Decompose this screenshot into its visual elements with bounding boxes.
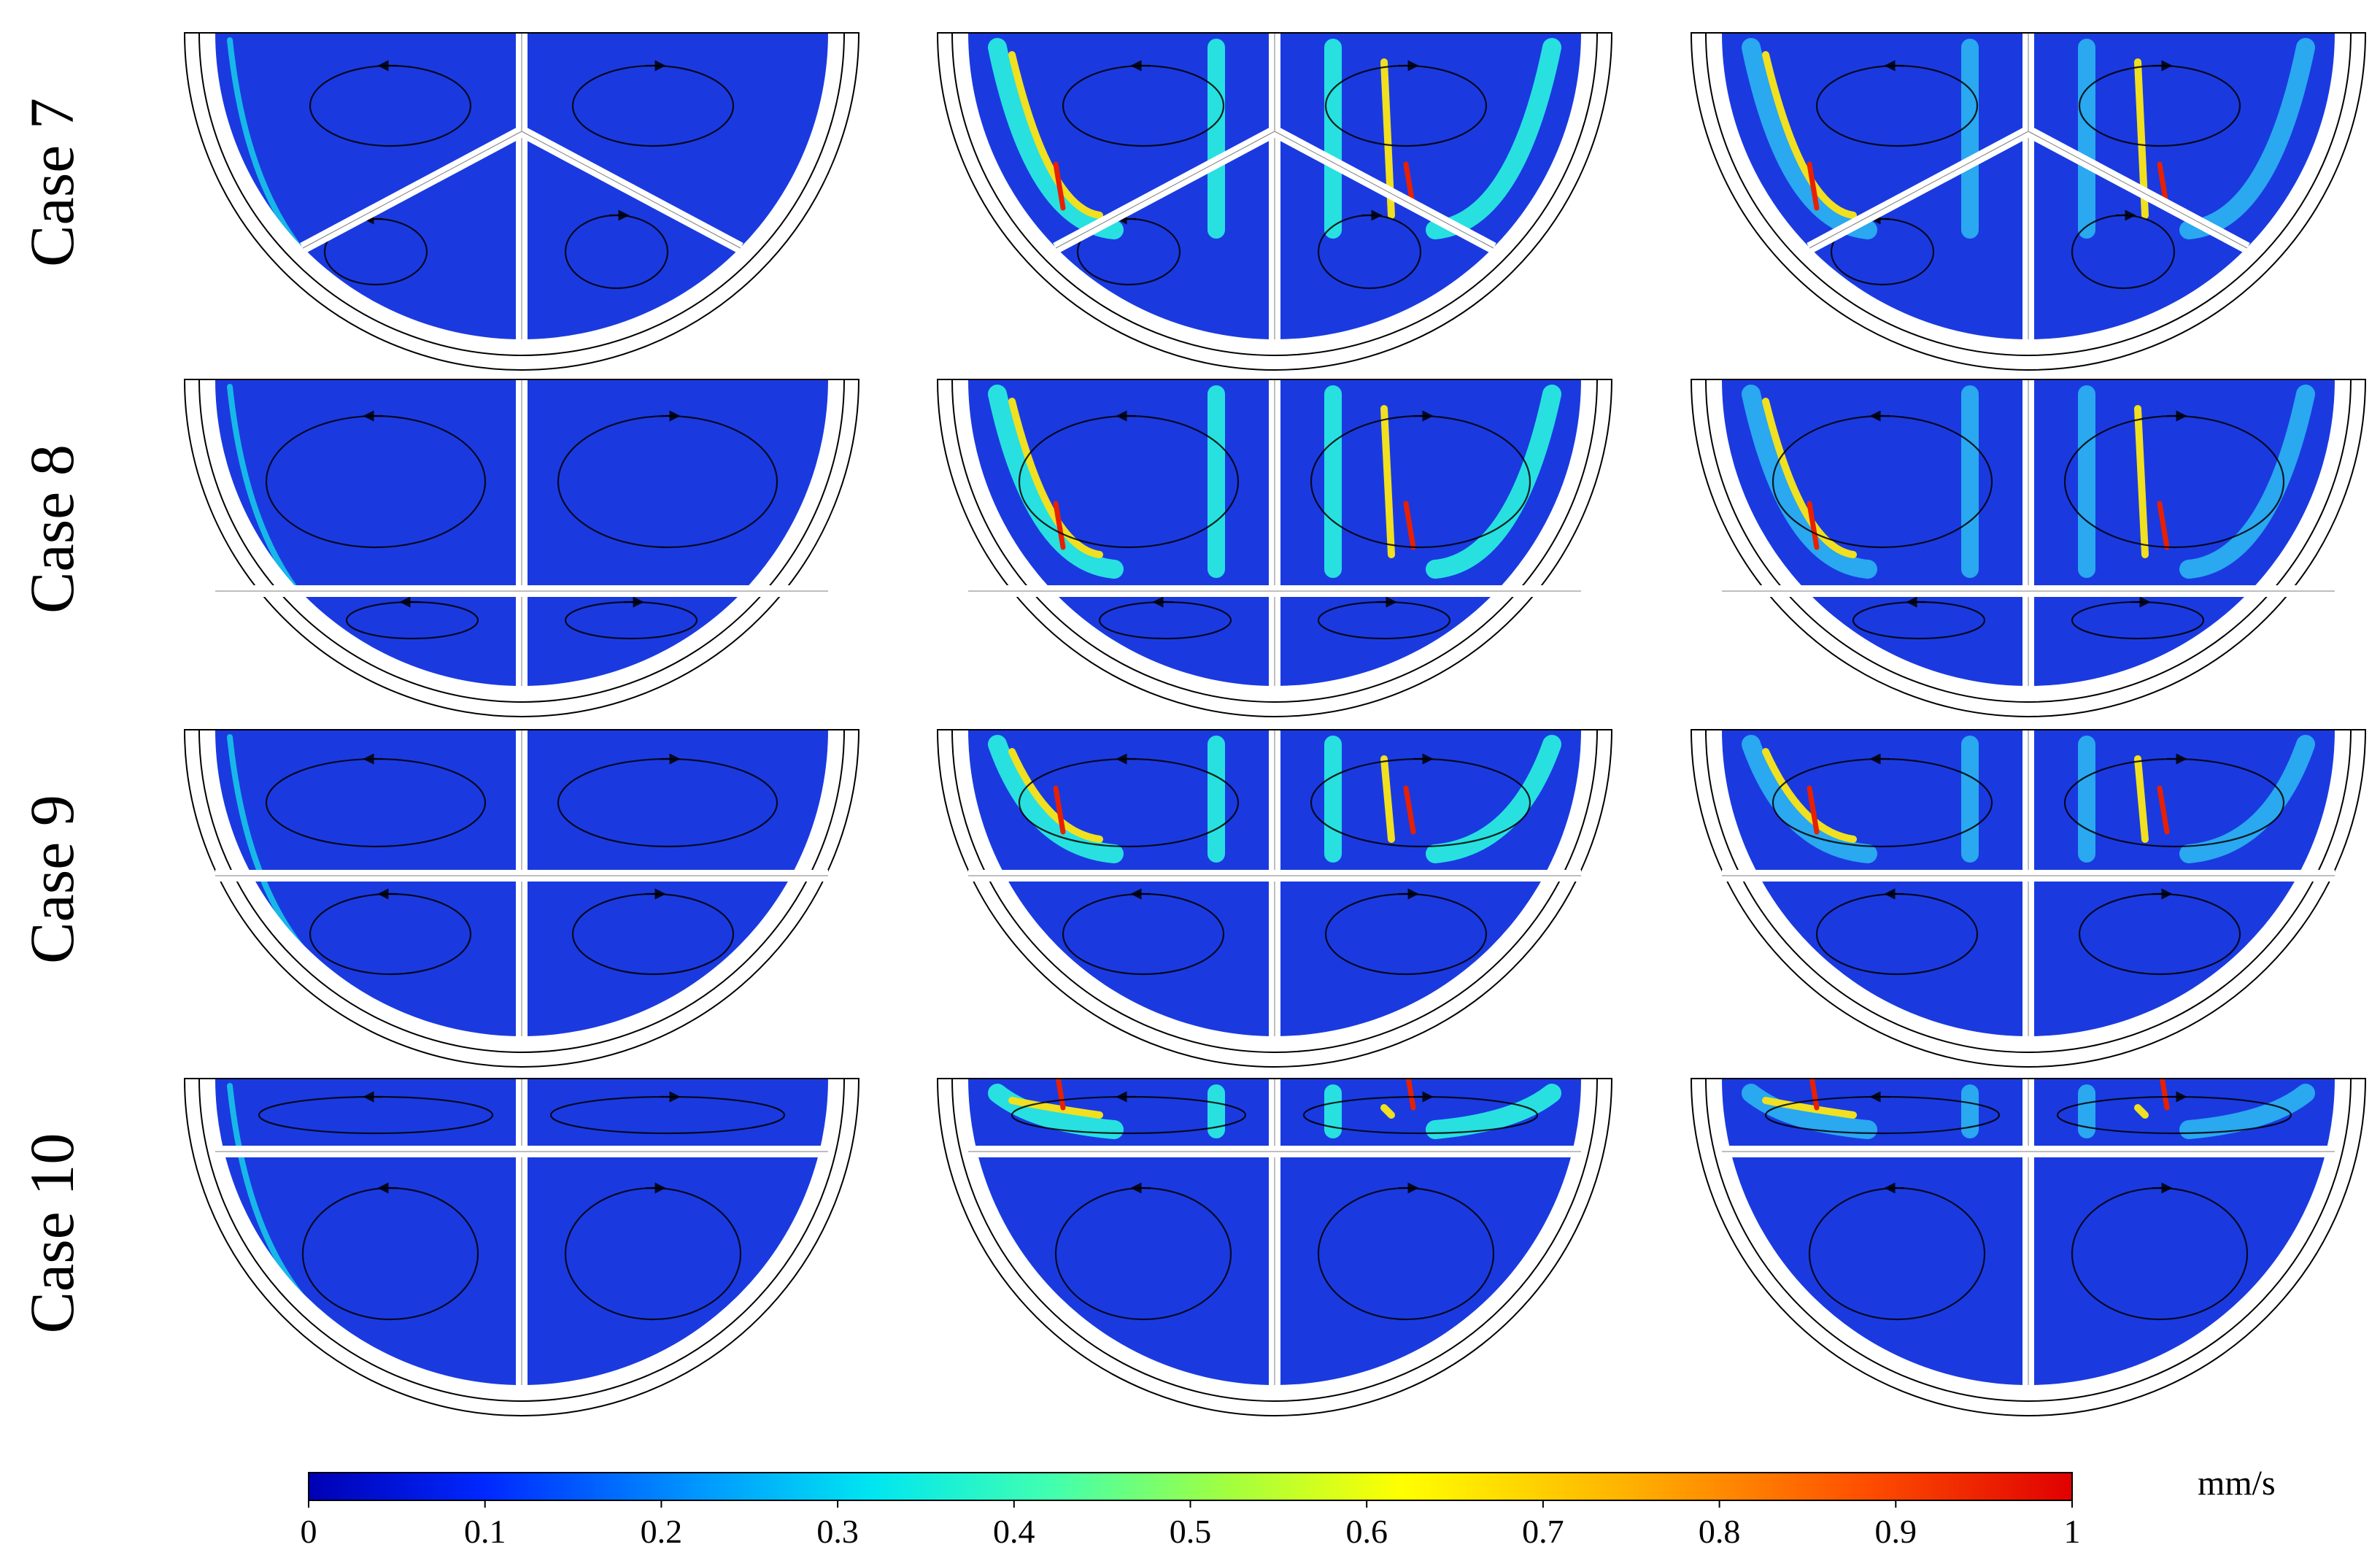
velocity-band xyxy=(1403,785,1416,835)
colorbar-tick-label: 0.3 xyxy=(816,1513,859,1550)
colorbar-unit: mm/s xyxy=(2198,1464,2276,1503)
velocity-band xyxy=(1053,785,1066,835)
velocity-band xyxy=(1807,161,1820,211)
flow-panel xyxy=(936,729,1613,1068)
velocity-band xyxy=(1053,501,1066,550)
partition-fin-edge xyxy=(2028,131,2248,249)
velocity-band xyxy=(2134,755,2149,843)
velocity-band xyxy=(1008,398,1103,558)
partition-fin-edge xyxy=(1274,131,1494,249)
field-detail xyxy=(988,385,1561,640)
field-detail xyxy=(988,1079,1561,1321)
field-detail xyxy=(227,734,778,976)
colorbar-tick-label: 0.6 xyxy=(1345,1513,1388,1550)
velocity-band xyxy=(1807,501,1820,550)
colorbar-tick-label: 0 xyxy=(301,1513,317,1550)
velocity-band xyxy=(988,1084,1124,1139)
velocity-band xyxy=(1742,1084,1877,1139)
velocity-band xyxy=(1008,748,1103,843)
flow-panel xyxy=(183,32,860,371)
velocity-band xyxy=(1742,735,1877,863)
velocity-band xyxy=(1426,1084,1561,1139)
partition-fin-edge xyxy=(1055,131,1275,249)
colorbar-tick-label: 0.2 xyxy=(641,1513,683,1550)
velocity-band xyxy=(1403,501,1416,550)
panel-grid xyxy=(183,32,2367,1416)
flow-panel xyxy=(936,32,1613,371)
velocity-band xyxy=(988,385,1124,579)
velocity-band xyxy=(1762,51,1857,219)
row-labels: Case 7 Case 8 Case 9 Case 10 xyxy=(17,98,87,1333)
velocity-band xyxy=(2179,1084,2315,1139)
row-label: Case 9 xyxy=(17,795,87,964)
velocity-band xyxy=(1008,51,1103,219)
velocity-band xyxy=(1762,398,1857,558)
flow-panel xyxy=(183,379,860,717)
velocity-band xyxy=(1426,385,1561,579)
velocity-band xyxy=(1807,785,1820,835)
flow-panel xyxy=(936,379,1613,717)
velocity-band xyxy=(2134,405,2149,558)
row-label: Case 7 xyxy=(17,98,87,267)
flow-panel xyxy=(1690,32,2367,371)
velocity-band xyxy=(2134,1104,2149,1119)
velocity-band xyxy=(2179,735,2315,863)
velocity-band xyxy=(988,735,1124,863)
velocity-band xyxy=(1053,161,1066,211)
field-detail xyxy=(1742,385,2315,640)
colorbar-tick-label: 1 xyxy=(2064,1513,2081,1550)
field-detail xyxy=(1742,1079,2315,1321)
partition-fin-edge xyxy=(1809,131,2029,249)
velocity-band xyxy=(2157,501,2170,550)
colorbar: 0 0.1 0.2 0.3 0.4 0.5 0.6 0.7 0.8 0.9 1 mm/s xyxy=(301,1464,2276,1550)
colorbar-tick-label: 0.9 xyxy=(1875,1513,1917,1550)
partition-fin-edge xyxy=(521,131,741,249)
colorbar-gradient xyxy=(308,1472,2073,1501)
velocity-band xyxy=(2157,785,2170,835)
flow-panel xyxy=(936,1078,1613,1416)
field-detail xyxy=(1742,735,2315,976)
row-label: Case 8 xyxy=(17,444,87,614)
velocity-band xyxy=(2157,1079,2170,1111)
velocity-band xyxy=(1380,755,1395,843)
flow-panel xyxy=(183,729,860,1068)
flow-panel xyxy=(1690,379,2367,717)
velocity-band xyxy=(1426,735,1561,863)
partition-fin-edge xyxy=(302,131,522,249)
row-label: Case 10 xyxy=(17,1133,87,1334)
velocity-band xyxy=(1008,1097,1103,1119)
colorbar-tick-label: 0.1 xyxy=(464,1513,506,1550)
flow-panel xyxy=(1690,729,2367,1068)
velocity-band xyxy=(1762,1097,1857,1119)
field-detail xyxy=(988,735,1561,976)
velocity-band xyxy=(1380,1104,1395,1119)
velocity-band xyxy=(1403,1079,1416,1111)
velocity-band xyxy=(2179,385,2315,579)
colorbar-ticks: 0 0.1 0.2 0.3 0.4 0.5 0.6 0.7 0.8 0.9 1 xyxy=(301,1500,2081,1550)
colorbar-tick-label: 0.7 xyxy=(1522,1513,1564,1550)
flow-panel xyxy=(1690,1078,2367,1416)
colorbar-tick-label: 0.8 xyxy=(1699,1513,1741,1550)
flow-panel xyxy=(183,1078,860,1416)
colorbar-tick-label: 0.5 xyxy=(1170,1513,1212,1550)
velocity-band xyxy=(1742,385,1877,579)
colorbar-tick-label: 0.4 xyxy=(993,1513,1035,1550)
velocity-band xyxy=(1380,405,1395,558)
velocity-band xyxy=(1762,748,1857,843)
